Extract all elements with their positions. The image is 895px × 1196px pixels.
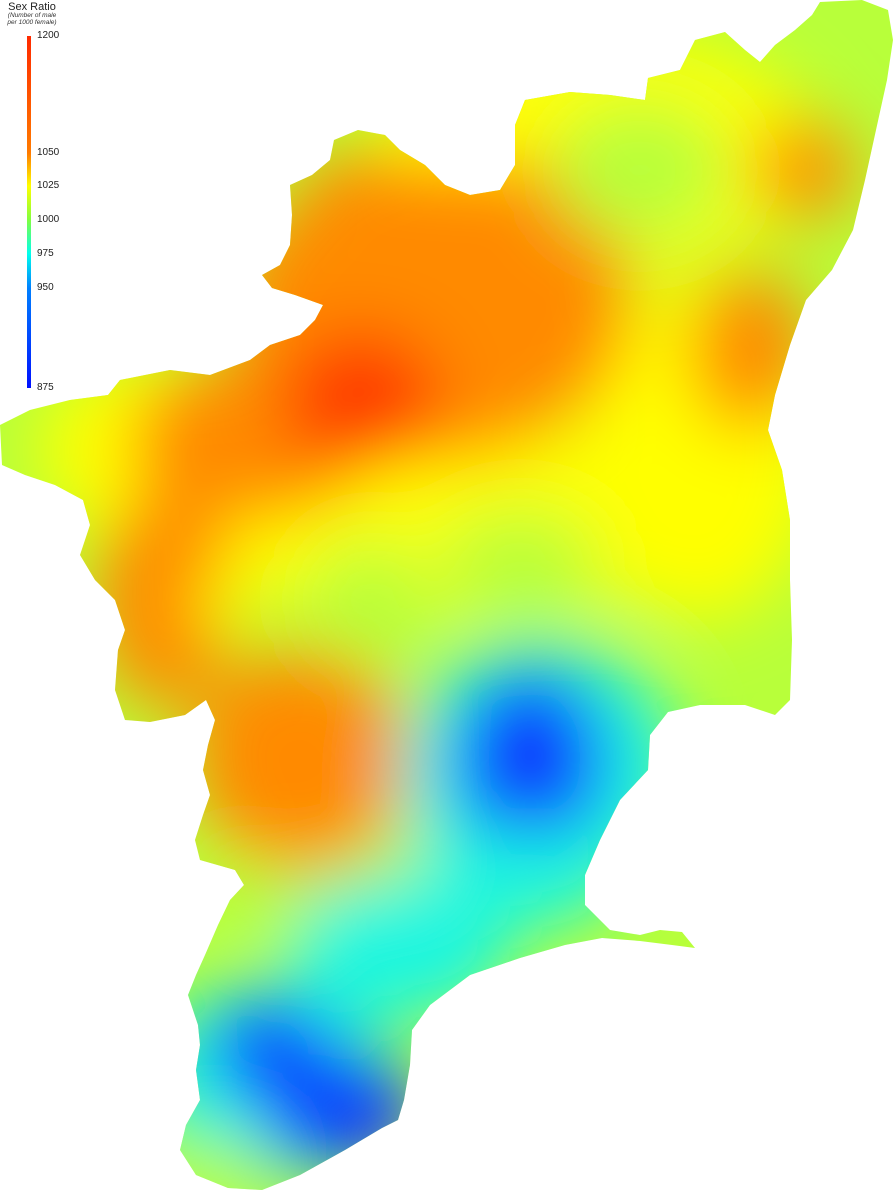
heat-blob: [290, 150, 430, 310]
heat-blob: [420, 830, 620, 930]
heat-blob: [210, 1000, 330, 1100]
heat-blob: [190, 580, 250, 630]
legend-subtitle-line1: (Number of male: [7, 12, 57, 19]
legend-tick-label: 975: [37, 248, 54, 259]
legend-title: Sex Ratio: [8, 1, 56, 13]
heat-blob: [310, 540, 430, 660]
legend-subtitle-line2: per 1000 female): [7, 19, 57, 26]
heat-blob: [755, 120, 855, 220]
heat-blob: [190, 650, 410, 870]
legend-color-bar: [27, 36, 31, 388]
heat-blob: [550, 100, 730, 240]
heat-blob: [95, 490, 235, 710]
legend-tick-label: 950: [37, 282, 54, 293]
heat-blob: [455, 670, 605, 850]
legend-tick-label: 875: [37, 382, 54, 393]
legend-tick-label: 1000: [37, 214, 60, 225]
legend-subtitle: (Number of male per 1000 female): [0, 12, 64, 26]
legend-tick-label: 1200: [37, 30, 60, 41]
heat-blob: [280, 330, 440, 470]
heat-blob: [440, 510, 600, 610]
legend-tick-label: 1050: [37, 147, 60, 158]
legend-tick-label: 1025: [37, 180, 60, 191]
heat-blob: [690, 270, 810, 430]
